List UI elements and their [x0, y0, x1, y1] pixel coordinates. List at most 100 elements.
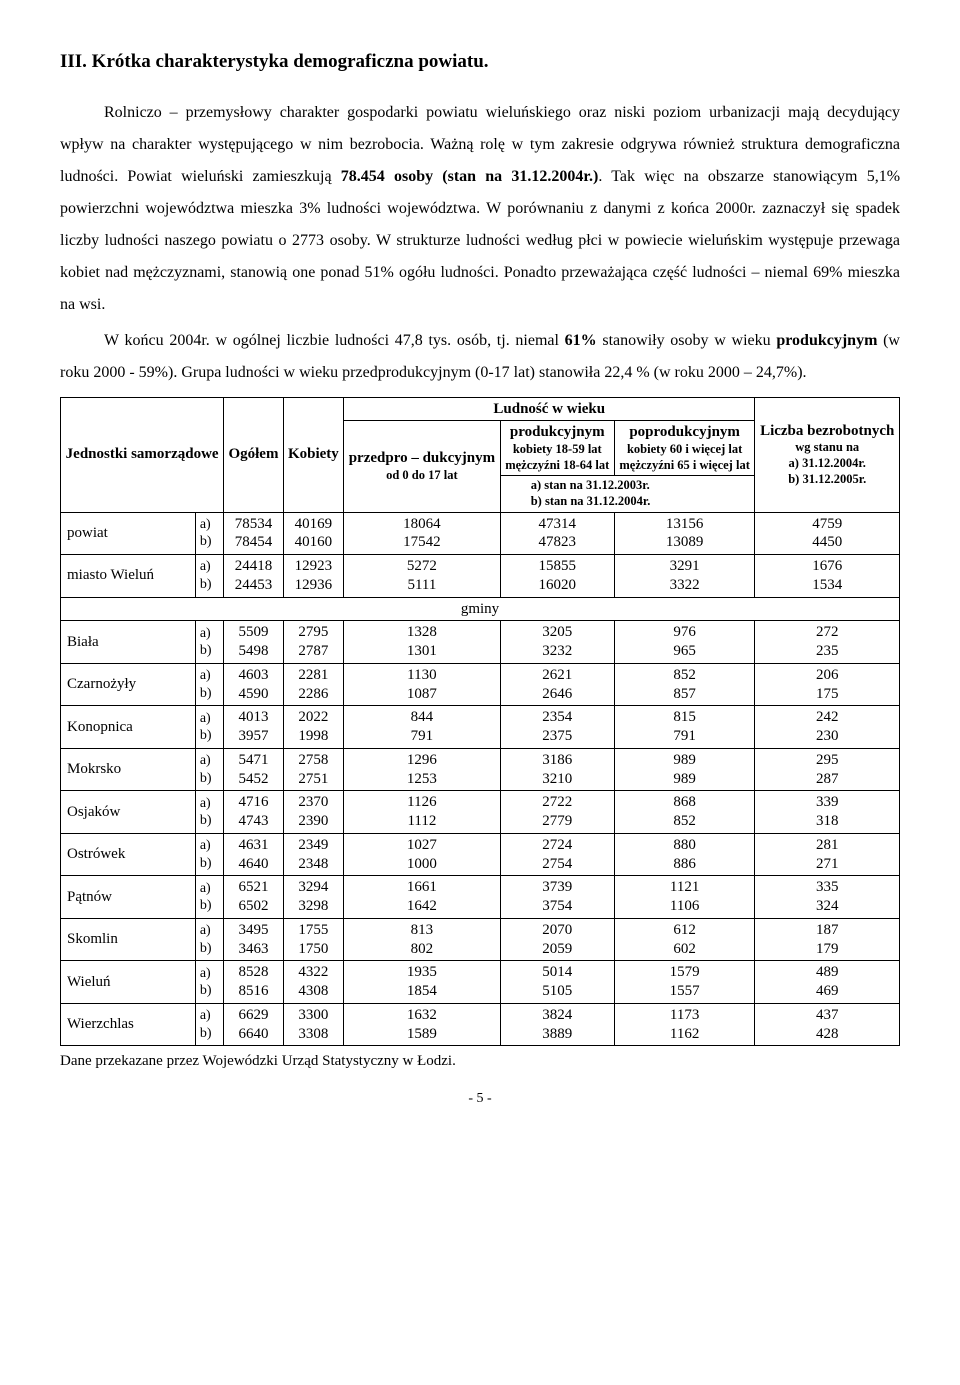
table-row: Ostróweka)b)4631464023492348102710002724…: [61, 833, 900, 876]
hdr-liczba-b: b) 31.12.2005r.: [759, 472, 895, 488]
cell: 33003308: [283, 1003, 343, 1046]
hdr-przedpro-sub: od 0 do 17 lat: [348, 468, 496, 484]
table-row: Czarnożyłya)b)46034590228122861130108726…: [61, 663, 900, 706]
cell: 37393754: [500, 876, 614, 919]
row-label: Pątnów: [61, 876, 196, 919]
row-ab: a)b): [195, 833, 223, 876]
row-label: Konopnica: [61, 706, 196, 749]
row-label: Mokrsko: [61, 748, 196, 791]
hdr-liczba-a: a) 31.12.2004r.: [759, 456, 895, 472]
page-number: - 5 -: [60, 1088, 900, 1109]
hdr-poprod-s2: mężczyźni 65 i więcej lat: [619, 458, 751, 474]
cell: 20221998: [283, 706, 343, 749]
cell: 34953463: [224, 918, 283, 961]
p2-a: W końcu 2004r. w ogólnej liczbie ludnośc…: [104, 332, 565, 349]
hdr-ludnosc: Ludność w wieku: [344, 397, 755, 421]
cell: 1585516020: [500, 555, 614, 598]
cell: 11211106: [614, 876, 755, 919]
cell: 281271: [755, 833, 900, 876]
row-label: Osjaków: [61, 791, 196, 834]
stan-a: a) stan na 31.12.2003r.: [531, 478, 751, 494]
cell: 16321589: [344, 1003, 501, 1046]
cell: 868852: [614, 791, 755, 834]
cell: 1806417542: [344, 512, 501, 555]
p1-text-b: . Tak więc na obszarze stanowiącym 5,1% …: [60, 168, 900, 313]
row-ab: a)b): [195, 621, 223, 664]
cell: 27582751: [283, 748, 343, 791]
hdr-liczba: Liczba bezrobotnych wg stanu na a) 31.12…: [755, 397, 900, 512]
cell: 19351854: [344, 961, 501, 1004]
row-label: Czarnożyły: [61, 663, 196, 706]
gminy-row: gminy: [61, 597, 900, 621]
row-ab: a)b): [195, 748, 223, 791]
row-ab: a)b): [195, 918, 223, 961]
table-row: powiata)b)785347845440169401601806417542…: [61, 512, 900, 555]
cell: 16611642: [344, 876, 501, 919]
cell: 27222779: [500, 791, 614, 834]
table-row: Białaa)b)5509549827952787132813013205323…: [61, 621, 900, 664]
hdr-jednostki: Jednostki samorządowe: [61, 397, 224, 512]
row-label: Skomlin: [61, 918, 196, 961]
p2-bold1: 61%: [565, 332, 597, 349]
cell: 4731447823: [500, 512, 614, 555]
cell: 32943298: [283, 876, 343, 919]
paragraph-2: W końcu 2004r. w ogólnej liczbie ludnośc…: [60, 325, 900, 389]
cell: 54715452: [224, 748, 283, 791]
row-ab: a)b): [195, 555, 223, 598]
cell: 27952787: [283, 621, 343, 664]
cell: 55095498: [224, 621, 283, 664]
table-row: Skomlina)b)34953463175517508138022070205…: [61, 918, 900, 961]
hdr-poprod: poprodukcyjnym kobiety 60 i więcej lat m…: [614, 421, 755, 476]
cell: 46034590: [224, 663, 283, 706]
cell: 852857: [614, 663, 755, 706]
cell: 11301087: [344, 663, 501, 706]
stan-b: b) stan na 31.12.2004r.: [531, 494, 751, 510]
cell: 976965: [614, 621, 755, 664]
table-row: Mokrskoa)b)54715452275827511296125331863…: [61, 748, 900, 791]
row-ab: a)b): [195, 876, 223, 919]
cell: 16761534: [755, 555, 900, 598]
cell: 22812286: [283, 663, 343, 706]
hdr-przedpro-t: przedpro – dukcyjnym: [349, 450, 495, 466]
hdr-liczba-sub: wg stanu na: [759, 440, 895, 456]
cell: 47164743: [224, 791, 283, 834]
hdr-ogolem: Ogółem: [224, 397, 283, 512]
table-row: miasto Wieluńa)b)24418244531292312936527…: [61, 555, 900, 598]
row-ab: a)b): [195, 961, 223, 1004]
cell: 15791557: [614, 961, 755, 1004]
p2-bold2: produkcyjnym: [776, 332, 877, 349]
table-row: Osjakówa)b)47164743237023901126111227222…: [61, 791, 900, 834]
row-label: Biała: [61, 621, 196, 664]
row-label: Ostrówek: [61, 833, 196, 876]
table-row: Pątnówa)b)652165023294329816611642373937…: [61, 876, 900, 919]
row-label: Wierzchlas: [61, 1003, 196, 1046]
p1-bold: 78.454 osoby (stan na 31.12.2004r.): [341, 168, 599, 185]
cell: 65216502: [224, 876, 283, 919]
cell: 880886: [614, 833, 755, 876]
cell: 23702390: [283, 791, 343, 834]
cell: 206175: [755, 663, 900, 706]
cell: 4016940160: [283, 512, 343, 555]
row-label: miasto Wieluń: [61, 555, 196, 598]
cell: 43224308: [283, 961, 343, 1004]
table-row: Konopnicaa)b)401339572022199884479123542…: [61, 706, 900, 749]
cell: 7853478454: [224, 512, 283, 555]
hdr-stan: a) stan na 31.12.2003r. b) stan na 31.12…: [500, 476, 755, 512]
cell: 66296640: [224, 1003, 283, 1046]
cell: 489469: [755, 961, 900, 1004]
cell: 47594450: [755, 512, 900, 555]
hdr-prod-s2: mężczyźni 18-64 lat: [505, 458, 610, 474]
row-ab: a)b): [195, 512, 223, 555]
cell: 50145105: [500, 961, 614, 1004]
gminy-label: gminy: [61, 597, 900, 621]
cell: 10271000: [344, 833, 501, 876]
hdr-liczba-t: Liczba bezrobotnych: [760, 423, 894, 439]
cell: 187179: [755, 918, 900, 961]
hdr-poprod-t: poprodukcyjnym: [629, 424, 740, 440]
cell: 335324: [755, 876, 900, 919]
table-row: Wieluńa)b)852885164322430819351854501451…: [61, 961, 900, 1004]
hdr-prod-t: produkcyjnym: [510, 424, 605, 440]
hdr-prod: produkcyjnym kobiety 18-59 lat mężczyźni…: [500, 421, 614, 476]
cell: 437428: [755, 1003, 900, 1046]
row-ab: a)b): [195, 791, 223, 834]
